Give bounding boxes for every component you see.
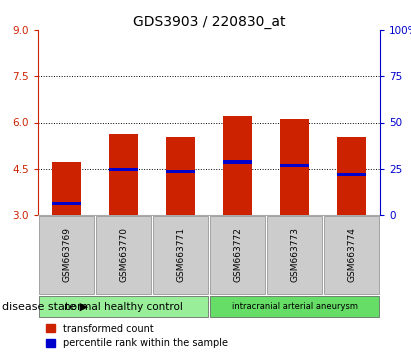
Bar bbox=[210, 296, 379, 317]
Bar bbox=[280, 164, 309, 167]
Bar bbox=[109, 134, 138, 215]
Bar bbox=[223, 160, 252, 164]
Text: GSM663771: GSM663771 bbox=[176, 228, 185, 282]
Bar bbox=[166, 137, 195, 215]
Bar bbox=[324, 216, 379, 294]
Bar bbox=[52, 202, 81, 205]
Text: GSM663770: GSM663770 bbox=[119, 228, 128, 282]
Bar bbox=[153, 216, 208, 294]
Text: GSM663772: GSM663772 bbox=[233, 228, 242, 282]
Text: intracranial arterial aneurysm: intracranial arterial aneurysm bbox=[231, 302, 358, 311]
Bar bbox=[337, 137, 366, 215]
Text: GSM663769: GSM663769 bbox=[62, 228, 71, 282]
Text: normal healthy control: normal healthy control bbox=[64, 302, 183, 312]
Bar bbox=[166, 170, 195, 173]
Text: disease state ▶: disease state ▶ bbox=[2, 302, 88, 312]
Bar bbox=[223, 116, 252, 215]
Bar bbox=[52, 162, 81, 215]
Bar bbox=[39, 296, 208, 317]
Bar bbox=[337, 173, 366, 176]
Bar bbox=[96, 216, 151, 294]
Bar bbox=[39, 216, 94, 294]
Text: GSM663774: GSM663774 bbox=[347, 228, 356, 282]
Bar bbox=[109, 168, 138, 171]
Text: GSM663773: GSM663773 bbox=[290, 228, 299, 282]
Bar bbox=[267, 216, 322, 294]
Title: GDS3903 / 220830_at: GDS3903 / 220830_at bbox=[133, 15, 285, 29]
Legend: transformed count, percentile rank within the sample: transformed count, percentile rank withi… bbox=[42, 320, 232, 352]
Bar bbox=[280, 119, 309, 215]
Bar bbox=[210, 216, 265, 294]
